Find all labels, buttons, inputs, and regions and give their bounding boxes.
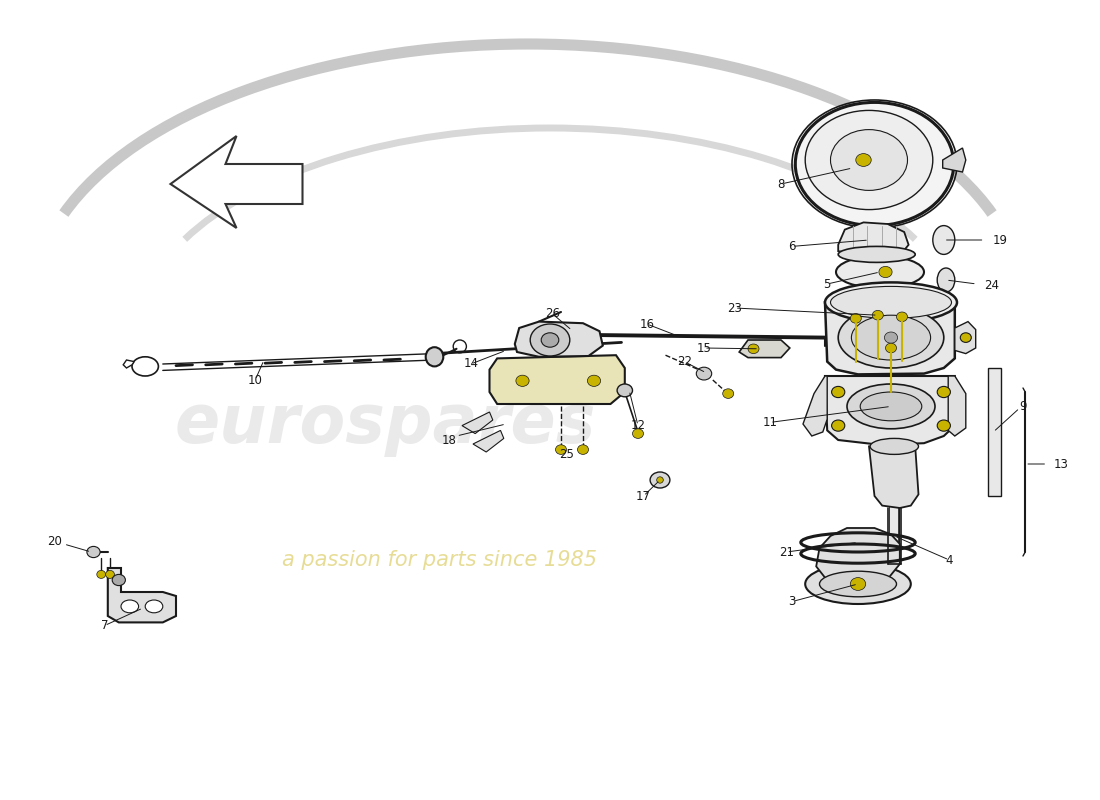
Text: 5: 5 — [824, 278, 830, 290]
Ellipse shape — [860, 392, 922, 421]
Polygon shape — [473, 430, 504, 452]
Ellipse shape — [748, 344, 759, 354]
Ellipse shape — [856, 154, 871, 166]
Polygon shape — [170, 136, 302, 228]
Ellipse shape — [847, 384, 935, 429]
Ellipse shape — [805, 564, 911, 604]
Ellipse shape — [426, 347, 443, 366]
Ellipse shape — [838, 246, 915, 262]
Ellipse shape — [896, 312, 907, 322]
Ellipse shape — [870, 438, 918, 454]
Polygon shape — [515, 322, 603, 357]
Ellipse shape — [578, 445, 588, 454]
Ellipse shape — [832, 420, 845, 431]
Ellipse shape — [657, 477, 663, 483]
Text: 13: 13 — [1054, 458, 1069, 470]
Ellipse shape — [87, 546, 100, 558]
Ellipse shape — [97, 570, 106, 578]
Ellipse shape — [851, 315, 931, 360]
Ellipse shape — [850, 578, 866, 590]
Ellipse shape — [884, 332, 898, 343]
Polygon shape — [123, 360, 134, 368]
Ellipse shape — [121, 600, 139, 613]
Polygon shape — [462, 412, 493, 434]
Text: a passion for parts since 1985: a passion for parts since 1985 — [283, 550, 597, 570]
Ellipse shape — [886, 343, 896, 353]
Polygon shape — [825, 376, 955, 445]
Ellipse shape — [516, 375, 529, 386]
Text: 17: 17 — [636, 490, 651, 502]
Ellipse shape — [632, 429, 644, 438]
Text: 9: 9 — [1020, 400, 1026, 413]
Ellipse shape — [587, 375, 601, 386]
Ellipse shape — [838, 307, 944, 368]
Ellipse shape — [830, 130, 908, 190]
Ellipse shape — [850, 314, 861, 323]
Text: 18: 18 — [441, 434, 456, 446]
Polygon shape — [490, 355, 625, 404]
Ellipse shape — [960, 333, 971, 342]
Text: 21: 21 — [779, 546, 794, 558]
Polygon shape — [816, 528, 900, 584]
Ellipse shape — [836, 256, 924, 288]
Ellipse shape — [541, 333, 559, 347]
Ellipse shape — [825, 282, 957, 322]
Polygon shape — [869, 446, 918, 508]
Text: 11: 11 — [762, 416, 778, 429]
Text: 4: 4 — [946, 554, 953, 566]
Ellipse shape — [650, 472, 670, 488]
Ellipse shape — [145, 600, 163, 613]
Text: 14: 14 — [463, 358, 478, 370]
Ellipse shape — [933, 226, 955, 254]
Ellipse shape — [696, 367, 712, 380]
Polygon shape — [825, 302, 955, 374]
Ellipse shape — [723, 389, 734, 398]
Text: 3: 3 — [789, 595, 795, 608]
Polygon shape — [108, 568, 176, 622]
Text: 15: 15 — [696, 342, 712, 354]
Ellipse shape — [937, 268, 955, 292]
Ellipse shape — [530, 324, 570, 356]
Text: 24: 24 — [984, 279, 1000, 292]
Ellipse shape — [112, 574, 125, 586]
Polygon shape — [988, 368, 1001, 496]
Polygon shape — [943, 148, 966, 172]
Ellipse shape — [937, 420, 950, 431]
Text: 22: 22 — [676, 355, 692, 368]
Polygon shape — [803, 376, 827, 436]
Text: 19: 19 — [992, 234, 1008, 246]
Ellipse shape — [617, 384, 632, 397]
Text: 7: 7 — [101, 619, 108, 632]
Text: 12: 12 — [630, 419, 646, 432]
Ellipse shape — [568, 329, 576, 337]
Ellipse shape — [872, 310, 883, 320]
Ellipse shape — [805, 110, 933, 210]
Ellipse shape — [795, 102, 954, 226]
Ellipse shape — [830, 286, 952, 318]
Ellipse shape — [820, 571, 896, 597]
Text: 10: 10 — [248, 374, 263, 386]
Text: 26: 26 — [544, 307, 560, 320]
Text: 23: 23 — [727, 302, 742, 314]
Polygon shape — [948, 376, 966, 436]
Text: eurospares: eurospares — [174, 391, 596, 457]
Ellipse shape — [879, 266, 892, 278]
Ellipse shape — [556, 445, 566, 454]
Text: 8: 8 — [778, 178, 784, 190]
Ellipse shape — [937, 386, 950, 398]
Text: 6: 6 — [789, 240, 795, 253]
Ellipse shape — [106, 570, 114, 578]
Polygon shape — [739, 340, 790, 358]
Text: 25: 25 — [559, 448, 574, 461]
Ellipse shape — [832, 386, 845, 398]
Text: 20: 20 — [47, 535, 63, 548]
Polygon shape — [838, 222, 909, 254]
Text: 16: 16 — [639, 318, 654, 330]
Polygon shape — [955, 322, 976, 354]
